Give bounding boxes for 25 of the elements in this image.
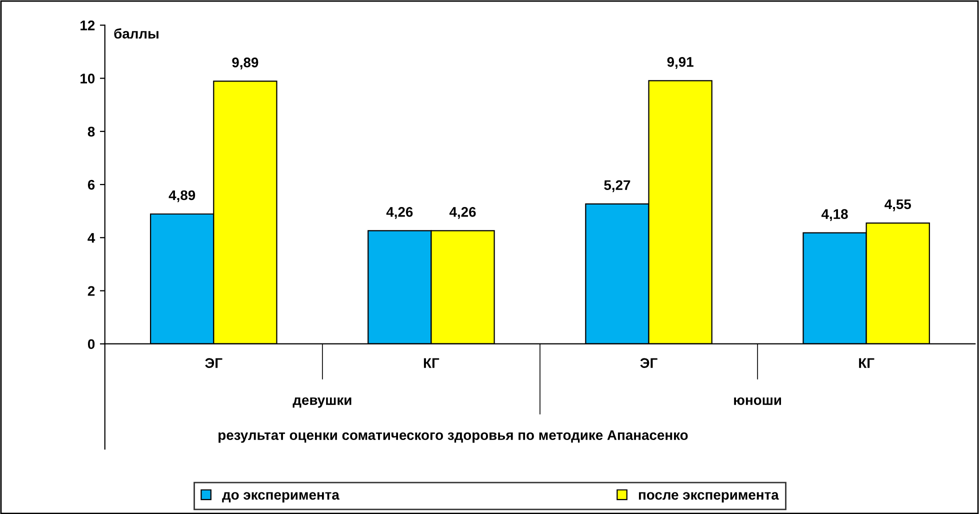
data-label: 4,89: [168, 190, 196, 202]
data-label: 4,26: [449, 207, 476, 219]
data-label: 4,18: [821, 209, 848, 222]
text: юноши: [734, 397, 782, 405]
data-label: 9,91: [667, 57, 694, 69]
x-axis-title: результат оценки соматического здоровья по методике Апанасенко: [218, 430, 688, 443]
legend-label: после эксперимента: [638, 492, 779, 502]
data-label: 9,89: [232, 58, 258, 70]
y-tick-label: 6: [88, 180, 95, 190]
y-tick-label: 4: [88, 233, 96, 243]
y-tick-label: 0: [88, 339, 95, 350]
legend-label: до эксперимента: [222, 492, 340, 502]
text: девушки: [292, 397, 352, 408]
x-tick-label: КГ: [859, 358, 874, 368]
y-tick-label: 12: [80, 20, 95, 30]
x-tick-label: КГ: [424, 358, 440, 368]
y-axis-title: баллы: [114, 28, 158, 39]
y-tick-label: 8: [88, 126, 95, 137]
y-tick-label: 2: [88, 286, 95, 296]
data-label: 5,27: [604, 180, 630, 192]
y-tick-label: 10: [80, 74, 95, 84]
data-label: 4,26: [386, 207, 413, 219]
data-label: 4,55: [884, 199, 911, 212]
x-tick-label: ЭГ: [640, 358, 658, 368]
x-tick-label: ЭГ: [205, 358, 222, 368]
